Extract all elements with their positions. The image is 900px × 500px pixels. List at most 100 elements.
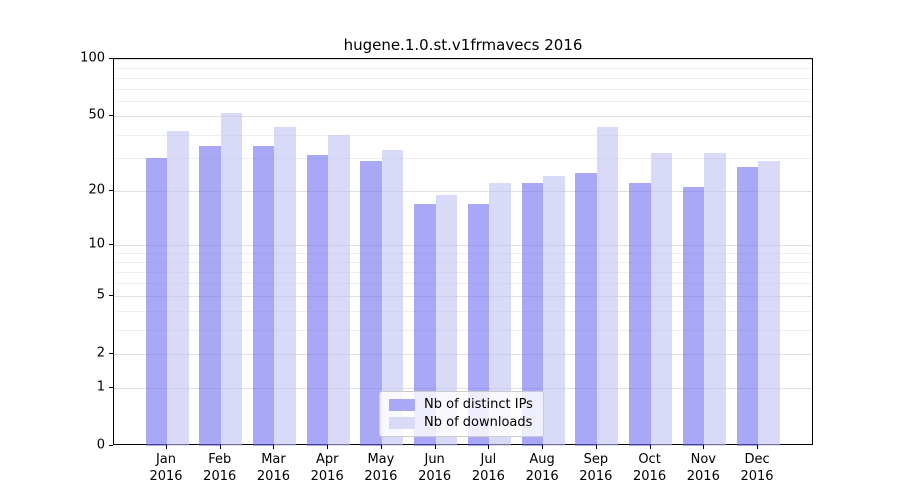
bar-downloads-aug [543,176,565,446]
bar-distinct-ips-sep [575,172,597,446]
bar-distinct-ips-aug [521,183,544,446]
bar-downloads-jul [489,183,511,446]
bar-distinct-ips-apr [306,155,329,446]
bar-downloads-sep [596,126,619,446]
x-tick-month: Jul [480,452,497,467]
bar-distinct-ips-jun [414,203,436,446]
major-gridline [114,353,812,355]
x-tick-year: 2016 [418,469,452,484]
x-tick-month: Aug [529,452,555,467]
x-tick-year: 2016 [364,469,398,484]
y-axis-tick [109,445,113,446]
minor-gridline [114,158,812,160]
minor-gridline [114,88,812,90]
bar-downloads-apr [328,134,350,446]
y-tick-label: 5 [96,287,105,303]
minor-gridline [114,134,812,136]
x-axis-tick [166,445,167,449]
y-axis-tick [109,189,113,191]
legend: Nb of distinct IPs Nb of downloads [379,391,544,437]
y-tick-label: 0 [96,437,105,453]
y-axis-tick [109,294,113,296]
x-tick-month: Oct [638,452,661,467]
x-tick-label: Mar 2016 [243,451,303,485]
bar-downloads-dec [758,160,780,446]
minor-gridline [114,261,812,263]
x-tick-month: Feb [208,452,232,467]
x-tick-month: Nov [690,452,716,467]
legend-item: Nb of downloads [389,415,533,430]
bar-distinct-ips-mar [252,145,275,446]
x-tick-label: Aug 2016 [512,451,572,485]
minor-gridline [114,252,812,254]
x-tick-year: 2016 [633,469,667,484]
bar-distinct-ips-jul [467,203,490,446]
y-tick-label: 20 [88,182,105,198]
y-axis-tick [109,115,113,117]
legend-item-label: Nb of distinct IPs [424,397,533,412]
y-tick-label: 1 [96,379,105,395]
x-axis-tick [542,445,544,449]
x-tick-label: May 2016 [351,451,411,485]
x-tick-year: 2016 [740,469,774,484]
bar-downloads-mar [274,126,296,446]
downloads-swatch [389,416,415,429]
x-tick-month: Dec [744,452,770,467]
minor-gridline [114,271,812,273]
bar-downloads-feb [220,113,243,446]
plot-area [113,58,813,446]
bar-downloads-nov [704,152,726,446]
major-gridline [114,59,812,60]
x-tick-month: Sep [583,452,609,467]
bar-downloads-oct [650,152,673,446]
bar-distinct-ips-may [360,160,382,446]
x-tick-label: Jan 2016 [136,451,196,485]
x-tick-year: 2016 [686,469,720,484]
x-tick-year: 2016 [149,469,183,484]
legend-item-label: Nb of downloads [424,415,533,430]
x-tick-year: 2016 [471,469,505,484]
y-axis-tick [109,58,113,59]
bar-distinct-ips-dec [736,166,759,446]
bar-downloads-may [381,150,404,446]
bar-distinct-ips-feb [199,145,221,446]
x-axis-tick [757,445,759,449]
x-tick-label: Feb 2016 [190,451,250,485]
legend-item: Nb of distinct IPs [389,397,533,412]
x-tick-year: 2016 [310,469,344,484]
distinct-ips-swatch [389,398,415,411]
y-tick-label: 100 [80,50,105,66]
x-axis-tick [595,445,597,449]
minor-gridline [114,329,812,331]
y-tick-label: 50 [88,107,105,123]
minor-gridline [114,311,812,313]
x-axis-tick [488,445,490,449]
x-axis-tick [219,445,221,449]
bar-distinct-ips-jan [145,158,167,446]
x-tick-label: Nov 2016 [673,451,733,485]
y-axis-tick [109,352,113,354]
x-axis-tick [434,445,436,449]
x-tick-month: Jan [155,452,177,467]
bar-distinct-ips-nov [682,186,705,446]
x-axis-tick [649,445,651,449]
major-gridline [114,295,812,297]
x-axis-tick [273,445,275,449]
x-tick-label: Jul 2016 [458,451,518,485]
x-tick-month: Apr [315,452,339,467]
y-axis-tick [109,243,113,245]
y-axis-tick [109,386,113,388]
bar-distinct-ips-oct [629,183,651,446]
chart-title: hugene.1.0.st.v1frmavecs 2016 [343,36,583,54]
minor-gridline [114,67,812,69]
x-tick-month: Mar [261,452,286,467]
x-tick-month: Jun [424,452,445,467]
bar-downloads-jun [435,194,458,446]
x-tick-label: Sep 2016 [566,451,626,485]
x-tick-year: 2016 [579,469,613,484]
x-tick-year: 2016 [256,469,290,484]
x-tick-month: May [367,452,395,467]
minor-gridline [114,101,812,103]
x-tick-label: Apr 2016 [297,451,357,485]
